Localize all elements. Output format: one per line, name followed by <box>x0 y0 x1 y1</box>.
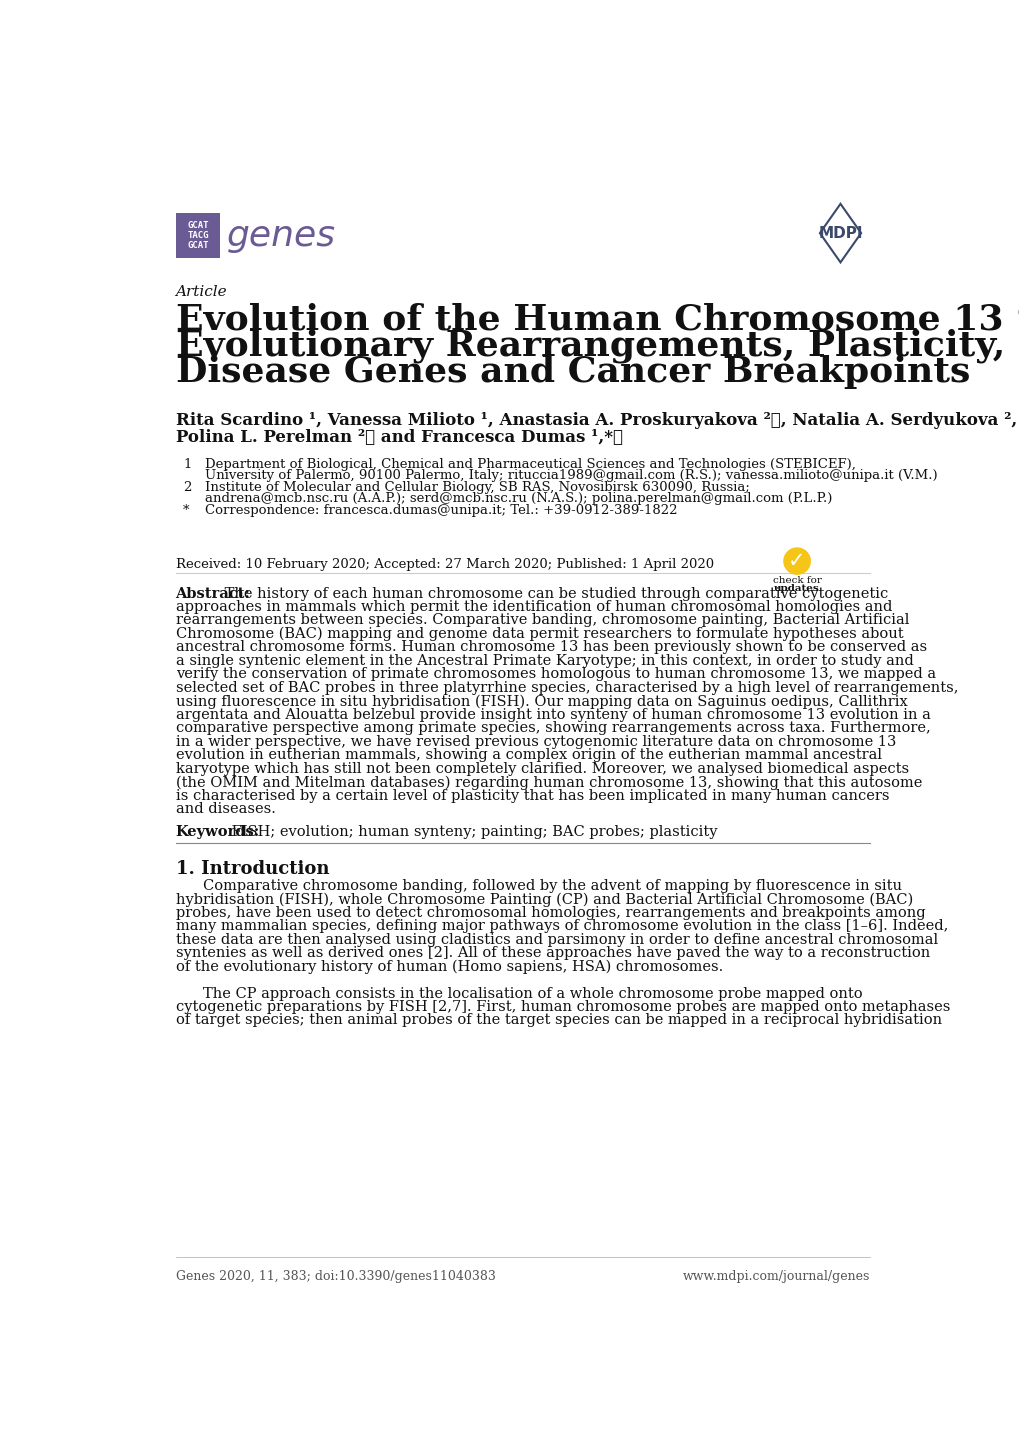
Text: www.mdpi.com/journal/genes: www.mdpi.com/journal/genes <box>682 1269 869 1282</box>
Text: in a wider perspective, we have revised previous cytogenomic literature data on : in a wider perspective, we have revised … <box>175 735 895 748</box>
Text: (the OMIM and Mitelman databases) regarding human chromosome 13, showing that th: (the OMIM and Mitelman databases) regard… <box>175 776 921 790</box>
Text: of target species; then animal probes of the target species can be mapped in a r: of target species; then animal probes of… <box>175 1014 941 1028</box>
Circle shape <box>784 548 809 574</box>
Text: argentata and Alouatta belzebul provide insight into synteny of human chromosome: argentata and Alouatta belzebul provide … <box>175 708 929 722</box>
Text: approaches in mammals which permit the identification of human chromosomal homol: approaches in mammals which permit the i… <box>175 600 891 614</box>
Text: Correspondence: francesca.dumas@unipa.it; Tel.: +39-0912-389-1822: Correspondence: francesca.dumas@unipa.it… <box>205 505 677 518</box>
Text: GCAT: GCAT <box>187 221 209 229</box>
Text: these data are then analysed using cladistics and parsimony in order to define a: these data are then analysed using cladi… <box>175 933 936 946</box>
Text: genes: genes <box>226 219 335 254</box>
Text: many mammalian species, defining major pathways of chromosome evolution in the c: many mammalian species, defining major p… <box>175 919 947 933</box>
Text: Department of Biological, Chemical and Pharmaceutical Sciences and Technologies : Department of Biological, Chemical and P… <box>205 459 855 472</box>
Text: Evolution of the Human Chromosome 13 Synteny:: Evolution of the Human Chromosome 13 Syn… <box>175 303 1019 337</box>
Text: University of Palermo, 90100 Palermo, Italy; rituccia1989@gmail.com (R.S.); vane: University of Palermo, 90100 Palermo, It… <box>205 469 936 482</box>
Text: Keywords:: Keywords: <box>175 825 260 839</box>
Text: Received: 10 February 2020; Accepted: 27 March 2020; Published: 1 April 2020: Received: 10 February 2020; Accepted: 27… <box>175 558 713 571</box>
Text: Rita Scardino ¹, Vanessa Milioto ¹, Anastasia A. Proskuryakova ²ⓘ, Natalia A. Se: Rita Scardino ¹, Vanessa Milioto ¹, Anas… <box>175 412 1016 428</box>
Text: Abstract:: Abstract: <box>175 587 251 600</box>
Text: Institute of Molecular and Cellular Biology, SB RAS, Novosibirsk 630090, Russia;: Institute of Molecular and Cellular Biol… <box>205 482 749 495</box>
Text: *: * <box>183 505 190 518</box>
Text: ancestral chromosome forms. Human chromosome 13 has been previously shown to be : ancestral chromosome forms. Human chromo… <box>175 640 926 655</box>
Text: selected set of BAC probes in three platyrrhine species, characterised by a high: selected set of BAC probes in three plat… <box>175 681 957 695</box>
Text: 1. Introduction: 1. Introduction <box>175 861 329 878</box>
Text: using fluorescence in situ hybridisation (FISH). Our mapping data on Saguinus oe: using fluorescence in situ hybridisation… <box>175 695 907 708</box>
Text: Comparative chromosome banding, followed by the advent of mapping by fluorescenc: Comparative chromosome banding, followed… <box>203 878 902 893</box>
Text: syntenies as well as derived ones [2]. All of these approaches have paved the wa: syntenies as well as derived ones [2]. A… <box>175 946 929 960</box>
Text: hybridisation (FISH), whole Chromosome Painting (CP) and Bacterial Artificial Ch: hybridisation (FISH), whole Chromosome P… <box>175 893 912 907</box>
Text: check for: check for <box>772 575 820 585</box>
Text: ✓: ✓ <box>788 551 805 571</box>
Text: Genes 2020, 11, 383; doi:10.3390/genes11040383: Genes 2020, 11, 383; doi:10.3390/genes11… <box>175 1269 495 1282</box>
Text: verify the conservation of primate chromosomes homologous to human chromosome 13: verify the conservation of primate chrom… <box>175 668 934 682</box>
Text: and diseases.: and diseases. <box>175 802 275 816</box>
FancyBboxPatch shape <box>175 213 220 258</box>
Text: Article: Article <box>175 284 227 298</box>
Text: karyotype which has still not been completely clarified. Moreover, we analysed b: karyotype which has still not been compl… <box>175 761 908 776</box>
Text: cytogenetic preparations by FISH [2,7]. First, human chromosome probes are mappe: cytogenetic preparations by FISH [2,7]. … <box>175 999 949 1014</box>
Text: updates: updates <box>773 584 819 593</box>
Text: Disease Genes and Cancer Breakpoints: Disease Genes and Cancer Breakpoints <box>175 355 969 389</box>
Text: TACG: TACG <box>187 231 209 239</box>
Text: evolution in eutherian mammals, showing a complex origin of the eutherian mammal: evolution in eutherian mammals, showing … <box>175 748 880 763</box>
Text: The history of each human chromosome can be studied through comparative cytogene: The history of each human chromosome can… <box>220 587 888 600</box>
Text: rearrangements between species. Comparative banding, chromosome painting, Bacter: rearrangements between species. Comparat… <box>175 613 908 627</box>
Text: of the evolutionary history of human (Homo sapiens, HSA) chromosomes.: of the evolutionary history of human (Ho… <box>175 959 722 973</box>
Text: Chromosome (BAC) mapping and genome data permit researchers to formulate hypothe: Chromosome (BAC) mapping and genome data… <box>175 627 902 642</box>
Text: comparative perspective among primate species, showing rearrangements across tax: comparative perspective among primate sp… <box>175 721 929 735</box>
Text: MDPI: MDPI <box>817 225 862 241</box>
Text: FISH; evolution; human synteny; painting; BAC probes; plasticity: FISH; evolution; human synteny; painting… <box>226 825 716 839</box>
Text: 1: 1 <box>183 459 192 472</box>
Text: The CP approach consists in the localisation of a whole chromosome probe mapped : The CP approach consists in the localisa… <box>203 986 862 1001</box>
Text: 2: 2 <box>183 482 192 495</box>
Text: probes, have been used to detect chromosomal homologies, rearrangements and brea: probes, have been used to detect chromos… <box>175 906 924 920</box>
Text: andrena@mcb.nsc.ru (A.A.P.); serd@mcb.nsc.ru (N.A.S.); polina.perelman@gmail.com: andrena@mcb.nsc.ru (A.A.P.); serd@mcb.ns… <box>205 492 832 505</box>
Text: Polina L. Perelman ²ⓘ and Francesca Dumas ¹,*ⓘ: Polina L. Perelman ²ⓘ and Francesca Duma… <box>175 428 622 446</box>
Text: is characterised by a certain level of plasticity that has been implicated in ma: is characterised by a certain level of p… <box>175 789 889 803</box>
Text: a single syntenic element in the Ancestral Primate Karyotype; in this context, i: a single syntenic element in the Ancestr… <box>175 653 912 668</box>
Text: Evolutionary Rearrangements, Plasticity, Human: Evolutionary Rearrangements, Plasticity,… <box>175 329 1019 363</box>
Text: GCAT: GCAT <box>187 241 209 249</box>
